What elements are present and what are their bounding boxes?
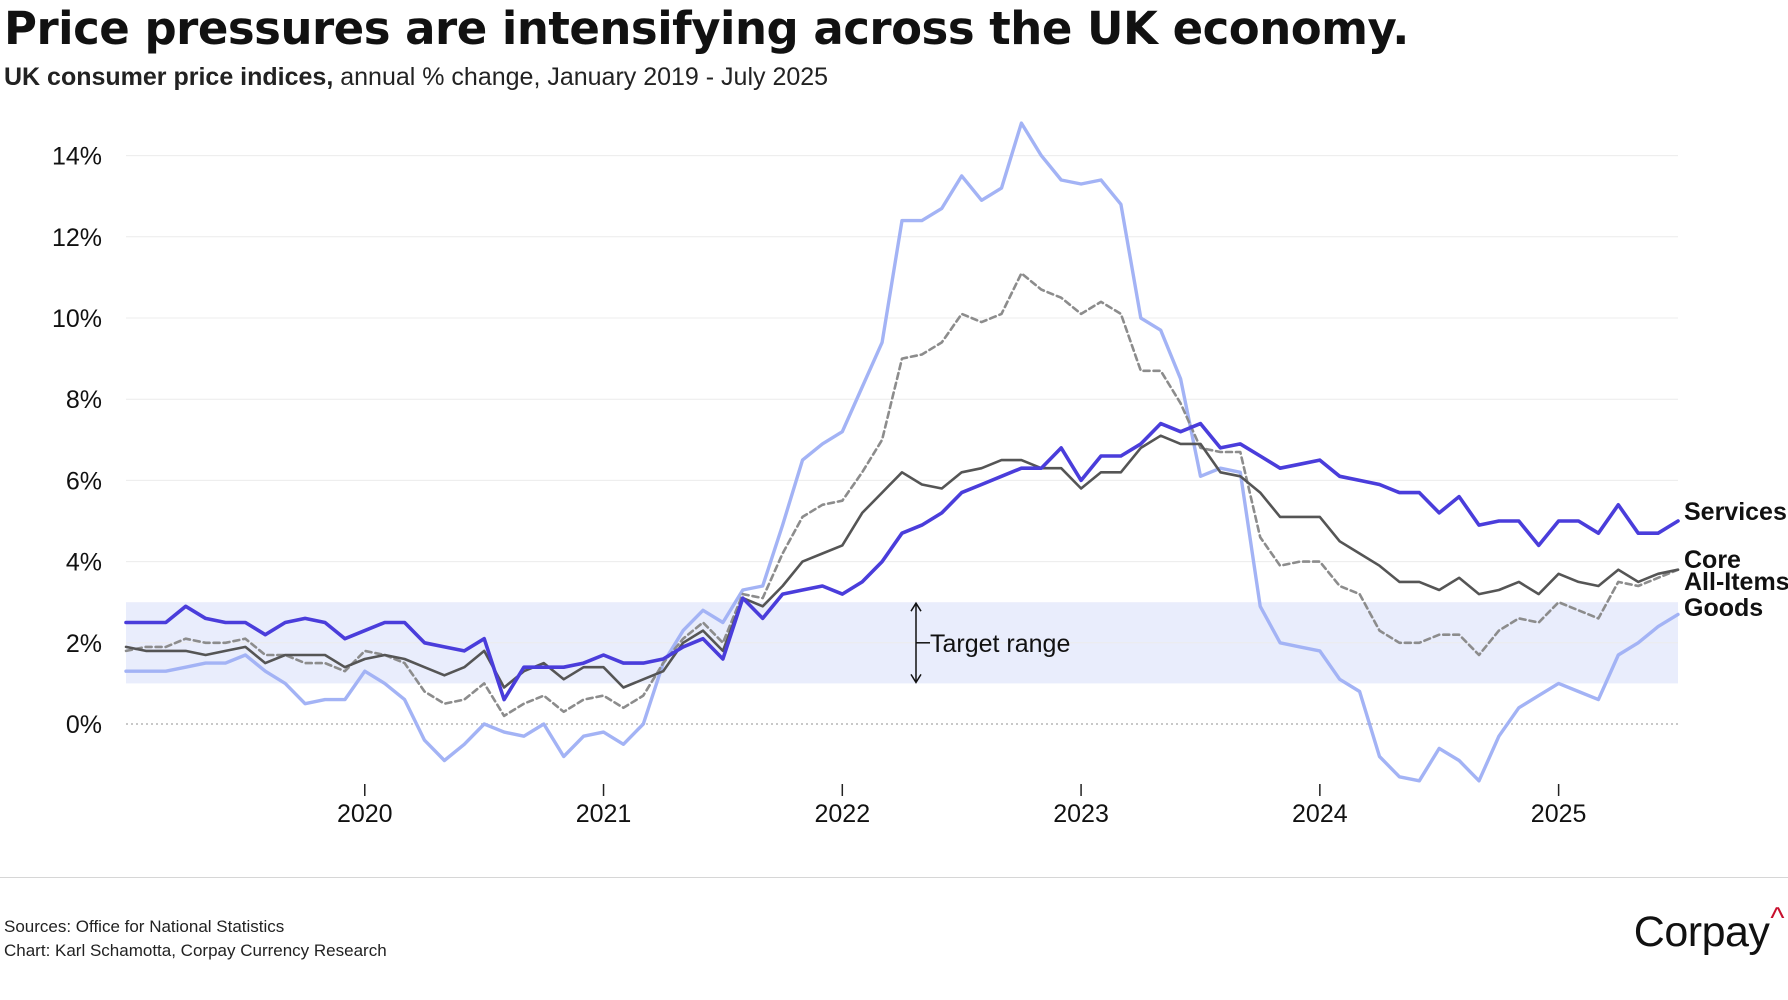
y-tick-label: 2%	[66, 630, 102, 658]
x-tick-label: 2022	[814, 800, 870, 828]
y-tick-label: 4%	[66, 549, 102, 577]
logo-text: Corpay	[1633, 908, 1770, 956]
corpay-logo: Corpay^	[1633, 902, 1785, 957]
x-tick-label: 2024	[1292, 800, 1348, 828]
series-line-services	[124, 421, 1680, 702]
target-range-label: Target range	[930, 630, 1070, 658]
y-tick-label: 10%	[52, 305, 102, 333]
x-tick-label: 2021	[576, 800, 632, 828]
arrow-down-icon	[910, 674, 922, 684]
series-label: Core	[1684, 546, 1741, 574]
arrow-up-icon	[910, 601, 922, 612]
line-chart: 0% 2% 4% 6% 8% 10% 12% 14% 2020 2021 2022 2023 2024 2…	[52, 121, 1788, 828]
y-tick-label: 0%	[66, 711, 102, 739]
footer-divider	[0, 877, 1788, 878]
series-line-core	[124, 434, 1680, 689]
subtitle-strong: UK consumer price indices,	[4, 63, 334, 91]
y-tick-label: 8%	[66, 386, 102, 414]
chart-subtitle: UK consumer price indices, annual % chan…	[4, 63, 828, 92]
x-tick-label: 2025	[1531, 800, 1587, 828]
source-line: Sources: Office for National Statistics	[4, 917, 285, 936]
credit-line: Chart: Karl Schamotta, Corpay Currency R…	[4, 941, 387, 960]
x-tick-label: 2023	[1053, 800, 1109, 828]
series-label: All-Items	[1684, 568, 1788, 596]
y-tick-label: 6%	[66, 467, 102, 495]
series-line-goods	[124, 121, 1680, 783]
x-tick-label: 2020	[337, 800, 393, 828]
series-label: Goods	[1684, 594, 1763, 622]
logo-caret-icon: ^	[1770, 902, 1784, 935]
y-tick-label: 12%	[52, 224, 102, 252]
source-notes: Sources: Office for National Statistics …	[4, 915, 387, 963]
y-tick-label: 14%	[52, 143, 102, 171]
chart-title: Price pressures are intensifying across …	[4, 2, 1409, 55]
series-label: Services	[1684, 498, 1787, 526]
subtitle-rest: annual % change, January 2019 - July 202…	[333, 63, 829, 91]
